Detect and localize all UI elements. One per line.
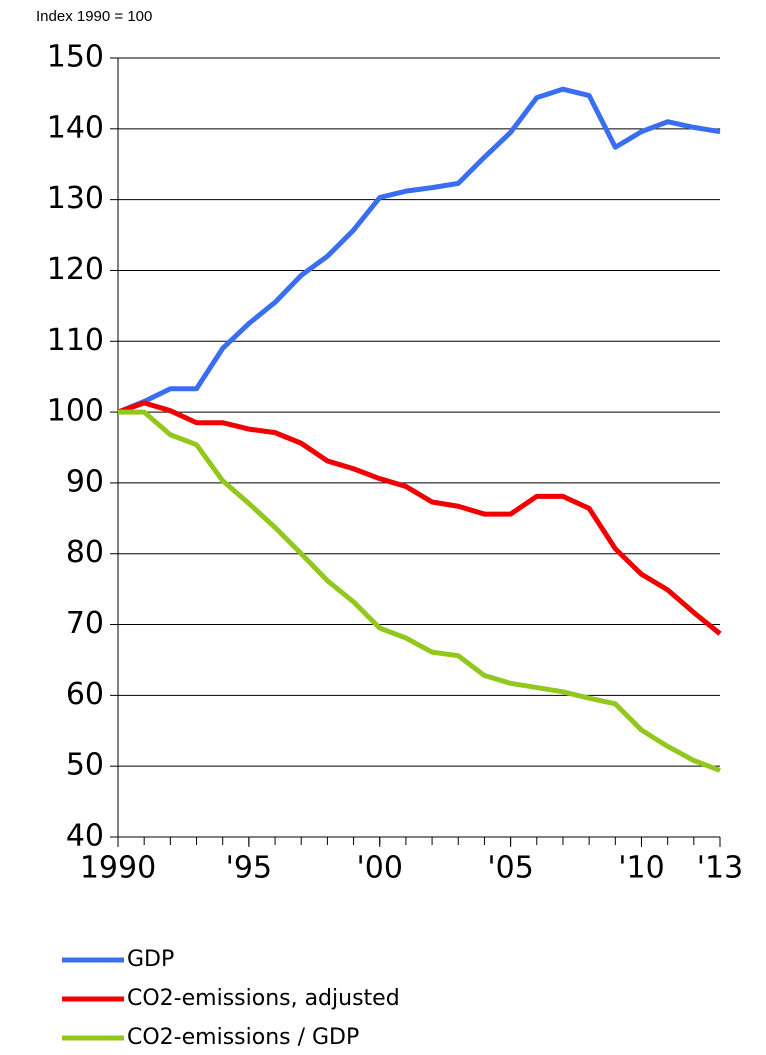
y-tick-label: 130 (47, 181, 104, 216)
legend-label: CO2-emissions / GDP (127, 1025, 359, 1050)
series-line (118, 409, 721, 773)
y-tick-label: 70 (66, 606, 104, 641)
x-tick-label: '00 (357, 851, 403, 886)
series-line (117, 400, 722, 636)
y-tick-label: 80 (66, 535, 104, 570)
y-axis-label: Index 1990 = 100 (36, 8, 152, 25)
y-tick-label: 140 (47, 110, 104, 145)
y-tick-label: 150 (47, 40, 104, 75)
x-tick-label: '95 (226, 851, 272, 886)
x-tick-label: '05 (487, 851, 533, 886)
y-tick-label: 40 (66, 819, 104, 854)
y-tick-label: 90 (66, 464, 104, 499)
x-tick-label: '13 (697, 851, 743, 886)
y-tick-label: 100 (47, 394, 104, 429)
legend-label: CO2-emissions, adjusted (127, 986, 400, 1011)
legend-label: GDP (127, 947, 174, 972)
x-tick-label: 1990 (80, 851, 156, 886)
series-line (117, 86, 721, 415)
y-tick-label: 50 (66, 748, 104, 783)
y-tick-label: 60 (66, 677, 104, 712)
y-tick-label: 110 (47, 323, 104, 358)
y-tick-label: 120 (47, 252, 104, 287)
x-tick-label: '10 (618, 851, 664, 886)
